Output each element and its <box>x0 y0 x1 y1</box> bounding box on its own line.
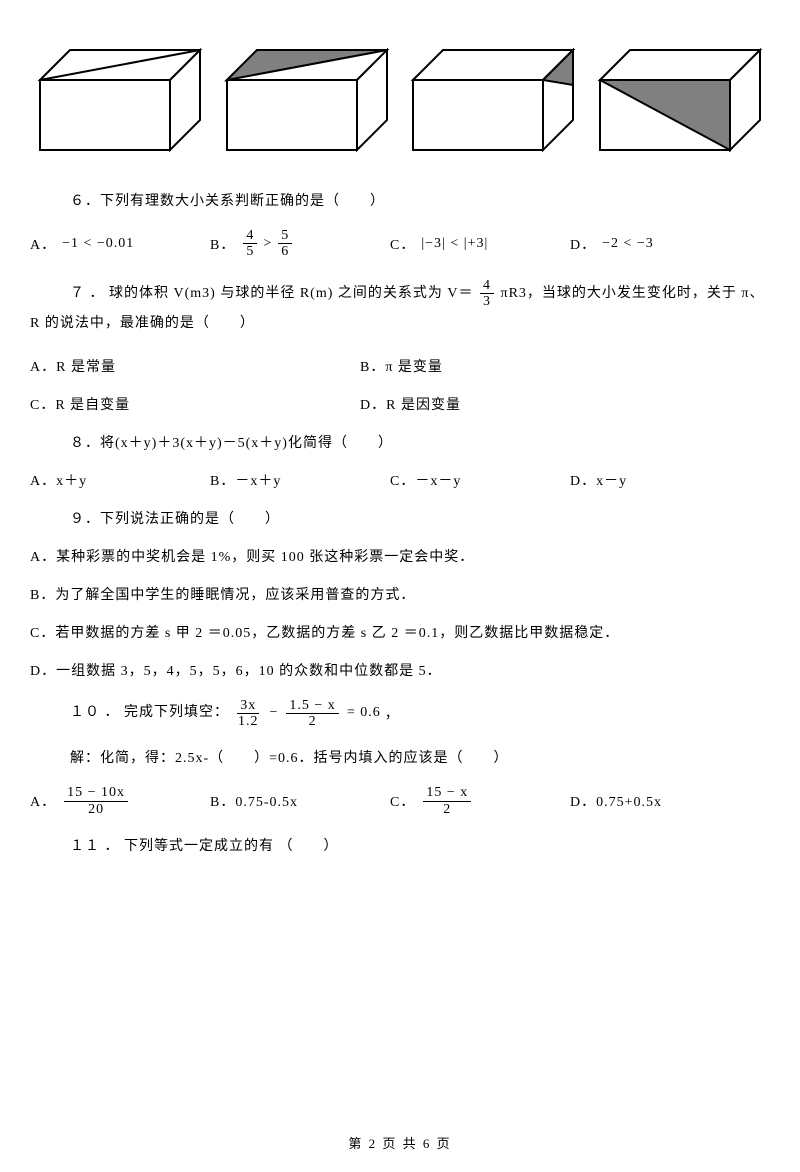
q10-comma: ， <box>385 701 400 729</box>
q8-opt-c: C．－x－y <box>390 470 570 490</box>
q6-b-op: > <box>263 236 272 252</box>
cuboid-1 <box>30 40 210 160</box>
cuboid-3 <box>403 40 583 160</box>
q6-opt-d: D． −2 < −3 <box>570 234 654 254</box>
q9-opt-d: D．一组数据 3，5，4，5，5，6，10 的众数和中位数都是 5． <box>30 660 770 680</box>
q7-options-1: A．R 是常量 B．π 是变量 <box>30 356 770 376</box>
q10-opt-d: D．0.75+0.5x <box>570 791 662 811</box>
q8-stem: ８．将(x＋y)＋3(x＋y)－5(x＋y)化简得（ ） <box>70 432 770 452</box>
q6-a-label: A． <box>30 234 56 254</box>
q6-b-frac2: 5 6 <box>278 228 292 260</box>
q8-options: A．x＋y B．－x＋y C．－x－y D．x－y <box>30 470 770 490</box>
q10-a-label: A． <box>30 791 56 811</box>
q10-opt-c: C． 15 − x 2 <box>390 785 570 817</box>
q6-opt-b: B． 4 5 > 5 6 <box>210 228 390 260</box>
q6-c-expr: |−3| < |+3| <box>421 236 488 252</box>
q10-pre: １０ ． 完成下列填空： <box>70 699 229 727</box>
q6-b-label: B． <box>210 234 235 254</box>
q6-opt-c: C． |−3| < |+3| <box>390 234 570 254</box>
q10-c-frac: 15 − x 2 <box>423 785 471 817</box>
q7-opt-b: B．π 是变量 <box>360 356 443 376</box>
q6-c-label: C． <box>390 234 415 254</box>
q10-minus: − <box>270 699 279 727</box>
cuboid-2 <box>217 40 397 160</box>
q10-frac-l: 3x 1.2 <box>235 698 262 730</box>
q6-d-expr: −2 < −3 <box>602 236 654 252</box>
q10-frac-r: 1.5 − x 2 <box>286 698 338 730</box>
q10-c-label: C． <box>390 791 415 811</box>
q6-d-label: D． <box>570 234 596 254</box>
q9-opt-b: B．为了解全国中学生的睡眠情况，应该采用普查的方式． <box>30 584 770 604</box>
q7-opt-d: D．R 是因变量 <box>360 394 461 414</box>
cuboid-4 <box>590 40 770 160</box>
q10-opt-b: B．0.75-0.5x <box>210 791 390 811</box>
q9-opt-a: A．某种彩票的中奖机会是 1%，则买 100 张这种彩票一定会中奖． <box>30 546 770 566</box>
q10-opt-a: A． 15 − 10x 20 <box>30 785 210 817</box>
q10-stem: １０ ． 完成下列填空： 3x 1.2 − 1.5 − x 2 = 0.6 ， <box>30 698 770 730</box>
q7-options-2: C．R 是自变量 D．R 是因变量 <box>30 394 770 414</box>
cuboid-figures-row <box>30 40 770 160</box>
page-footer: 第 2 页 共 6 页 <box>0 1133 800 1152</box>
q7-stem: ７ ． 球的体积 V(m3) 与球的半径 R(m) 之间的关系式为 V＝ 4 3… <box>30 278 770 338</box>
q9-stem: ９．下列说法正确的是（ ） <box>70 508 770 528</box>
q8-opt-d: D．x－y <box>570 470 627 490</box>
q7-pre: ７ ． 球的体积 V(m3) 与球的半径 R(m) 之间的关系式为 V＝ <box>70 286 474 301</box>
q6-a-expr: −1 < −0.01 <box>62 236 134 252</box>
q8-opt-a: A．x＋y <box>30 470 210 490</box>
q10-a-frac: 15 − 10x 20 <box>64 785 128 817</box>
q10-tail: = 0.6 <box>347 699 381 727</box>
q8-opt-b: B．－x＋y <box>210 470 390 490</box>
q9-opt-c: C．若甲数据的方差 s 甲 2 ＝0.05，乙数据的方差 s 乙 2 ＝0.1，… <box>30 622 770 642</box>
q6-b-frac1: 4 5 <box>243 228 257 260</box>
q7-frac: 4 3 <box>480 278 494 310</box>
q6-opt-a: A． −1 < −0.01 <box>30 234 210 254</box>
q11-stem: １１ ． 下列等式一定成立的有 （ ） <box>70 835 770 855</box>
q7-opt-c: C．R 是自变量 <box>30 394 360 414</box>
q6-options: A． −1 < −0.01 B． 4 5 > 5 6 C． |−3| < |+3… <box>30 228 770 260</box>
q10-options: A． 15 − 10x 20 B．0.75-0.5x C． 15 − x 2 D… <box>30 785 770 817</box>
q7-opt-a: A．R 是常量 <box>30 356 360 376</box>
q10-solve: 解：化简，得：2.5x-（ ）=0.6．括号内填入的应该是（ ） <box>70 747 770 767</box>
q6-stem: ６．下列有理数大小关系判断正确的是（ ） <box>70 190 770 210</box>
